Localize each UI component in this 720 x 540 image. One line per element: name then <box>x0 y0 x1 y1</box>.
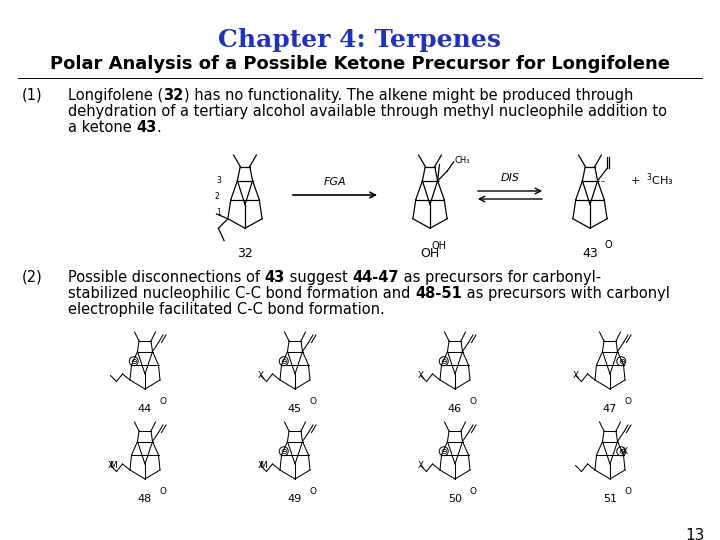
Text: .: . <box>157 120 161 135</box>
Text: a ketone: a ketone <box>68 120 136 135</box>
Text: 47: 47 <box>603 404 617 414</box>
Text: O: O <box>160 396 166 406</box>
Text: O: O <box>469 396 477 406</box>
Text: X: X <box>107 461 114 470</box>
Text: Longifolene (: Longifolene ( <box>68 88 163 103</box>
Text: X: X <box>418 371 423 380</box>
Text: ) has no functionality. The alkene might be produced through: ) has no functionality. The alkene might… <box>184 88 633 103</box>
Text: O: O <box>604 240 612 249</box>
Text: X: X <box>622 447 628 456</box>
Text: 43: 43 <box>265 270 285 285</box>
Text: 32: 32 <box>237 247 253 260</box>
Text: electrophile facilitated C-C bond formation.: electrophile facilitated C-C bond format… <box>68 302 384 317</box>
Text: FGA: FGA <box>324 177 346 187</box>
Text: O: O <box>310 487 317 496</box>
Text: 32: 32 <box>163 88 184 103</box>
Text: 45: 45 <box>288 404 302 414</box>
Text: M: M <box>260 461 267 470</box>
Text: X: X <box>418 461 423 470</box>
Text: 46: 46 <box>448 404 462 414</box>
Text: dehydration of a tertiary alcohol available through methyl nucleophile addition : dehydration of a tertiary alcohol availa… <box>68 104 667 119</box>
Text: DIS: DIS <box>500 173 520 183</box>
Text: Possible disconnections of: Possible disconnections of <box>68 270 265 285</box>
Text: ⊖: ⊖ <box>440 447 447 456</box>
Text: O: O <box>624 487 631 496</box>
Text: X: X <box>258 461 264 470</box>
Text: stabilized nucleophilic C-C bond formation and: stabilized nucleophilic C-C bond formati… <box>68 286 415 301</box>
Text: 43: 43 <box>582 247 598 260</box>
Text: 51: 51 <box>603 494 617 504</box>
Text: ⊖: ⊖ <box>130 357 138 366</box>
Text: +  $^{\mathregular{3}}$CH₃: + $^{\mathregular{3}}$CH₃ <box>630 172 674 188</box>
Text: as precursors with carbonyl: as precursors with carbonyl <box>462 286 670 301</box>
Text: ⊖: ⊖ <box>440 357 447 366</box>
Text: 43: 43 <box>136 120 157 135</box>
Text: ⊕: ⊕ <box>618 357 625 366</box>
Text: 2: 2 <box>214 192 219 201</box>
Text: 13: 13 <box>685 528 705 540</box>
Text: 49: 49 <box>288 494 302 504</box>
Text: 3: 3 <box>216 176 221 185</box>
Text: X: X <box>572 371 579 380</box>
Text: 48-51: 48-51 <box>415 286 462 301</box>
Text: CH₃: CH₃ <box>455 156 470 165</box>
Text: Polar Analysis of a Possible Ketone Precursor for Longifolene: Polar Analysis of a Possible Ketone Prec… <box>50 55 670 73</box>
Text: O: O <box>160 487 166 496</box>
Text: X: X <box>258 371 264 380</box>
Text: as precursors for carbonyl-: as precursors for carbonyl- <box>399 270 601 285</box>
Text: suggest: suggest <box>285 270 352 285</box>
Text: (2): (2) <box>22 270 42 285</box>
Text: 1: 1 <box>216 207 221 217</box>
Text: OH: OH <box>431 241 446 251</box>
Text: O: O <box>624 396 631 406</box>
Text: M: M <box>109 461 117 470</box>
Text: 50: 50 <box>448 494 462 504</box>
Text: 44: 44 <box>138 404 152 414</box>
Text: 48: 48 <box>138 494 152 504</box>
Text: 44-47: 44-47 <box>352 270 399 285</box>
Text: OH: OH <box>420 247 440 260</box>
Text: O: O <box>310 396 317 406</box>
Text: ⊖: ⊖ <box>280 447 287 456</box>
Text: (1): (1) <box>22 88 42 103</box>
Text: Chapter 4: Terpenes: Chapter 4: Terpenes <box>218 28 502 52</box>
Text: O: O <box>469 487 477 496</box>
Text: ⊕: ⊕ <box>618 447 625 456</box>
Text: ⊖: ⊖ <box>280 357 287 366</box>
